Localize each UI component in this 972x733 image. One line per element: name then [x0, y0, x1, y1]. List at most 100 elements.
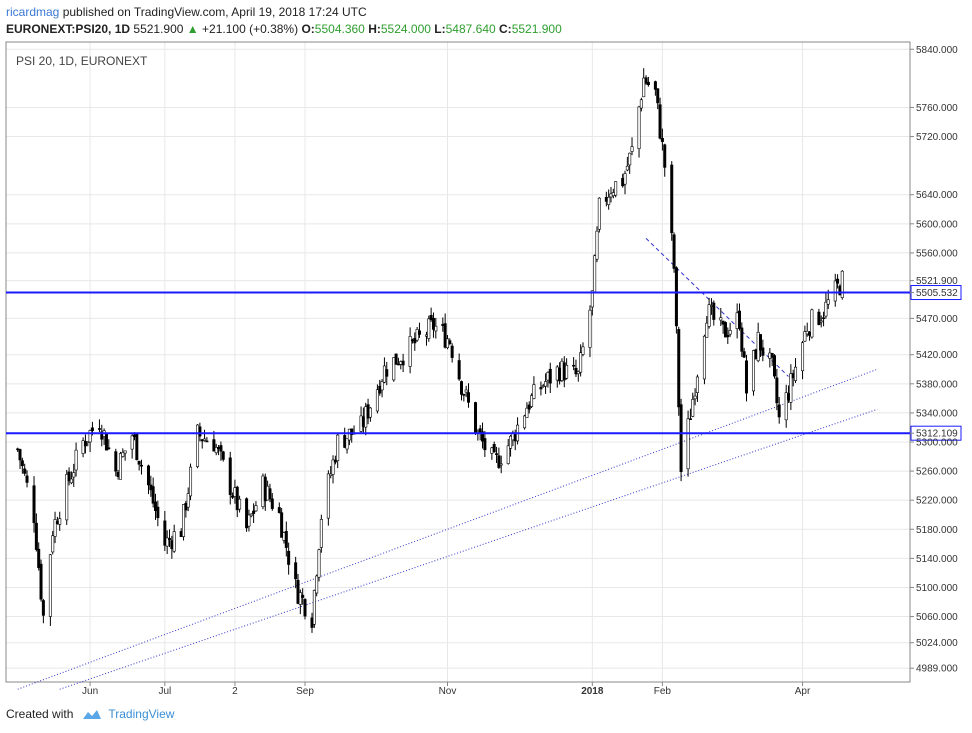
price-change: +21.100 (+0.38%) [202, 22, 299, 36]
candle-body [751, 350, 755, 392]
candle-body [380, 381, 384, 391]
candle-body [817, 311, 821, 325]
candle-body [247, 514, 251, 527]
candle-body [576, 371, 580, 375]
candle-body [693, 395, 697, 400]
candle-body [581, 346, 585, 355]
candle-body [408, 336, 412, 367]
trendline [59, 408, 878, 690]
candle-body [481, 431, 485, 442]
candle-body [467, 392, 471, 403]
candle-body [794, 366, 798, 381]
candle-body [497, 455, 501, 468]
candle-body [744, 360, 748, 394]
candle-body [723, 322, 727, 338]
candle-body [196, 424, 200, 467]
price-axis[interactable]: 5840.000 5760.000 5720.000 5640.000 5600.000… [910, 45, 962, 675]
candle-body [34, 522, 38, 550]
close-value: 5521.900 [511, 22, 562, 36]
candle-body [775, 377, 779, 404]
candle-body [702, 335, 706, 380]
candle-body [65, 474, 69, 521]
candle-body [296, 579, 300, 604]
low-value: 5487.640 [445, 22, 496, 36]
candle-body [319, 519, 323, 548]
time-axis[interactable]: Jun Jul 2 Sep Nov 2018 Feb Apr [82, 682, 811, 697]
candle-body [443, 323, 447, 348]
candle-body [824, 301, 828, 317]
candle-body [249, 513, 253, 517]
candle-body [532, 384, 536, 399]
candle-body [235, 486, 239, 511]
candle-body [417, 330, 421, 335]
trendlines [17, 238, 878, 690]
candle-body [284, 531, 288, 548]
price-tick-label: 5300.000 [916, 438, 958, 449]
tradingview-link[interactable]: TradingView [79, 707, 174, 721]
candle-body [214, 447, 218, 454]
candle-body [539, 387, 543, 390]
publish-info: ricardmag published on TradingView.com, … [6, 4, 562, 21]
chart-header: ricardmag published on TradingView.com, … [6, 4, 562, 38]
price-tick-label: 5060.000 [916, 612, 958, 623]
price-tick-label: 5470.000 [916, 314, 958, 325]
candle-body [41, 600, 45, 616]
candle-body [67, 471, 71, 482]
candle-body [401, 360, 405, 366]
candle-body [331, 459, 335, 475]
candle-body [151, 486, 155, 504]
candle-body [189, 466, 193, 497]
price-tick-label: 5100.000 [916, 583, 958, 594]
author-link[interactable]: ricardmag [6, 5, 60, 19]
candle-body [457, 360, 461, 380]
candle-body [130, 435, 134, 450]
candle-body [492, 444, 496, 453]
candle-body [303, 599, 307, 617]
candle-body [186, 493, 190, 508]
candle-body [203, 438, 207, 441]
candle-body [118, 453, 122, 480]
candle-body [761, 347, 765, 356]
candle-body [614, 181, 618, 196]
candle-body [294, 562, 298, 580]
candle-body [691, 399, 695, 417]
candle-body [350, 428, 354, 435]
candle-body [392, 357, 396, 381]
candle-body [474, 402, 478, 434]
candle-body [789, 373, 793, 403]
created-with-label: Created with [6, 707, 74, 721]
candle-body [663, 144, 667, 168]
candle-body [660, 137, 664, 142]
candle-body [270, 498, 274, 509]
price-tick-label: 5024.000 [916, 638, 958, 649]
candle-body [737, 310, 741, 329]
candle-body [674, 267, 678, 327]
candle-body [688, 418, 692, 421]
candle-body [597, 197, 601, 230]
candle-body [146, 465, 150, 486]
price-tick-label: 5420.000 [916, 350, 958, 361]
candle-body [623, 173, 627, 185]
candle-body [686, 418, 690, 470]
candle-body [742, 351, 746, 358]
candle-body [58, 518, 62, 525]
candle-body [74, 449, 78, 471]
candle-body [579, 352, 583, 373]
candle-body [81, 440, 85, 454]
candle-body [719, 317, 723, 321]
candle-body [464, 389, 468, 393]
price-tick-label: 5220.000 [916, 496, 958, 507]
candle-body [530, 395, 534, 407]
candle-body [429, 315, 433, 320]
candle-body [639, 99, 643, 109]
candle-body [574, 367, 578, 375]
price-tick-label: 5640.000 [916, 190, 958, 201]
candle-body [32, 485, 36, 524]
candle-body [90, 427, 94, 431]
candle-body [759, 334, 763, 351]
candle-body [53, 519, 57, 537]
candle-body [448, 340, 452, 344]
brand-label: TradingView [108, 707, 175, 721]
candle-body [375, 389, 379, 412]
